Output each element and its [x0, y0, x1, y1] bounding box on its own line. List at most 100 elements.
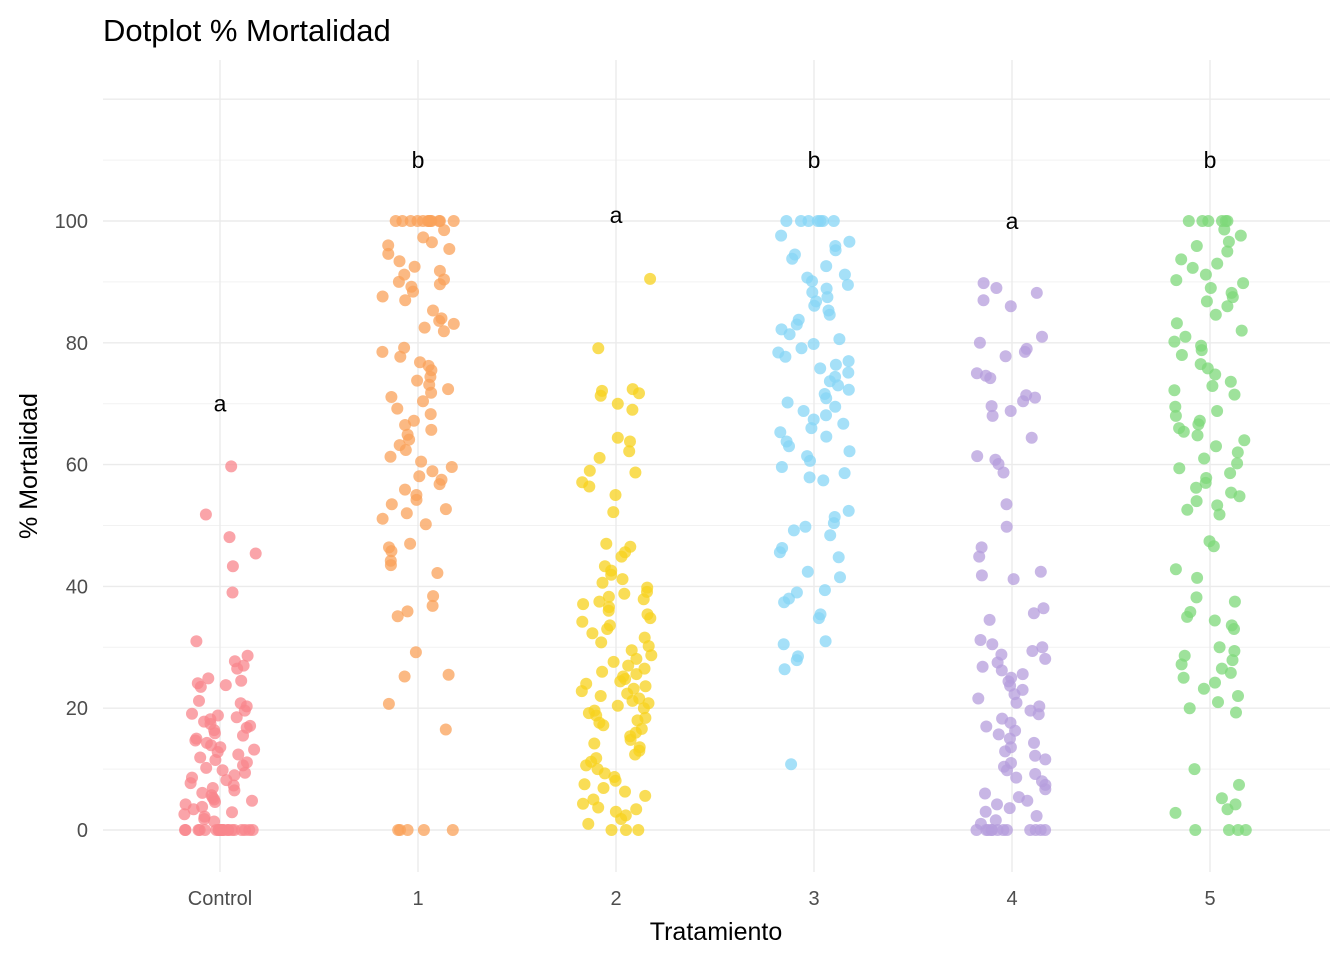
data-point	[413, 470, 426, 483]
data-point	[238, 704, 251, 717]
data-point	[1028, 736, 1040, 749]
data-point	[992, 728, 1005, 741]
data-point	[399, 483, 411, 496]
data-point	[433, 215, 446, 227]
data-point	[586, 627, 599, 640]
significance-letter: a	[1006, 208, 1019, 234]
data-point	[389, 215, 402, 227]
data-point	[1195, 344, 1208, 357]
data-point	[1190, 481, 1203, 494]
data-point	[1191, 429, 1204, 442]
data-point	[1039, 652, 1052, 665]
data-point	[209, 796, 221, 808]
data-point	[1224, 467, 1237, 480]
data-point	[990, 282, 1003, 294]
data-point	[577, 598, 590, 611]
data-point	[1029, 391, 1041, 404]
data-point	[1221, 300, 1234, 313]
data-point	[1010, 696, 1023, 709]
data-point	[645, 649, 658, 662]
data-point	[1208, 614, 1221, 627]
data-point	[808, 299, 821, 312]
data-point	[1223, 824, 1235, 836]
data-point	[385, 545, 398, 558]
data-point	[1177, 671, 1190, 684]
data-point	[1191, 571, 1204, 584]
data-point	[818, 584, 831, 597]
data-point	[594, 690, 607, 702]
data-point	[1231, 446, 1244, 459]
data-point	[1210, 440, 1222, 453]
data-point	[1224, 666, 1237, 679]
data-point	[611, 431, 624, 444]
data-point	[179, 824, 191, 836]
data-point	[615, 813, 628, 825]
data-point	[1175, 253, 1188, 266]
data-point	[392, 275, 405, 288]
data-point	[1173, 462, 1186, 475]
data-point	[783, 328, 796, 341]
significance-letters: a b a b a b	[214, 147, 1217, 417]
data-point	[1181, 610, 1194, 623]
data-point	[403, 433, 416, 446]
data-point	[639, 680, 652, 693]
data-point	[1179, 330, 1192, 343]
data-point	[977, 277, 990, 290]
data-point	[1026, 645, 1039, 657]
data-points	[178, 215, 1252, 836]
data-point	[425, 423, 438, 436]
data-point	[384, 559, 397, 572]
data-point	[404, 537, 417, 550]
data-point	[1039, 753, 1052, 766]
x-tick-label: Control	[188, 888, 252, 910]
data-point	[780, 215, 793, 227]
data-point	[439, 503, 452, 516]
data-point	[200, 761, 213, 774]
data-point	[1001, 764, 1013, 777]
data-point	[979, 787, 991, 800]
data-point	[991, 798, 1003, 811]
data-point	[393, 255, 406, 268]
data-point	[972, 692, 985, 705]
grid-lines	[103, 60, 1330, 872]
data-point	[1239, 824, 1252, 836]
data-point	[973, 550, 986, 563]
data-point	[1211, 405, 1224, 417]
data-point	[1233, 778, 1245, 791]
data-point	[1000, 520, 1013, 533]
data-point	[1182, 215, 1195, 227]
data-point	[418, 321, 431, 334]
data-point	[376, 290, 389, 303]
data-point	[778, 596, 791, 609]
data-point	[801, 565, 814, 578]
data-point	[639, 789, 652, 802]
data-point	[605, 568, 618, 581]
data-point	[1224, 375, 1237, 388]
data-point	[838, 268, 851, 281]
data-point	[597, 719, 610, 732]
data-point	[829, 400, 842, 413]
data-point	[820, 430, 833, 443]
data-point	[842, 504, 855, 517]
data-point	[1189, 824, 1202, 836]
data-point	[415, 455, 428, 468]
significance-letter: a	[610, 202, 623, 228]
data-point	[1202, 215, 1215, 227]
data-point	[1181, 503, 1194, 516]
data-point	[594, 389, 607, 402]
data-point	[609, 774, 622, 787]
data-point	[633, 387, 645, 400]
data-point	[811, 215, 824, 227]
data-point	[1039, 783, 1052, 796]
data-point	[1211, 499, 1224, 512]
data-point	[577, 797, 589, 810]
data-point	[806, 275, 818, 288]
data-point	[417, 824, 430, 836]
data-point	[980, 720, 993, 733]
data-point	[580, 759, 593, 772]
data-point	[1209, 368, 1222, 381]
data-point	[797, 405, 810, 417]
data-point	[1212, 696, 1224, 709]
data-point	[999, 745, 1012, 758]
data-point	[447, 215, 460, 227]
